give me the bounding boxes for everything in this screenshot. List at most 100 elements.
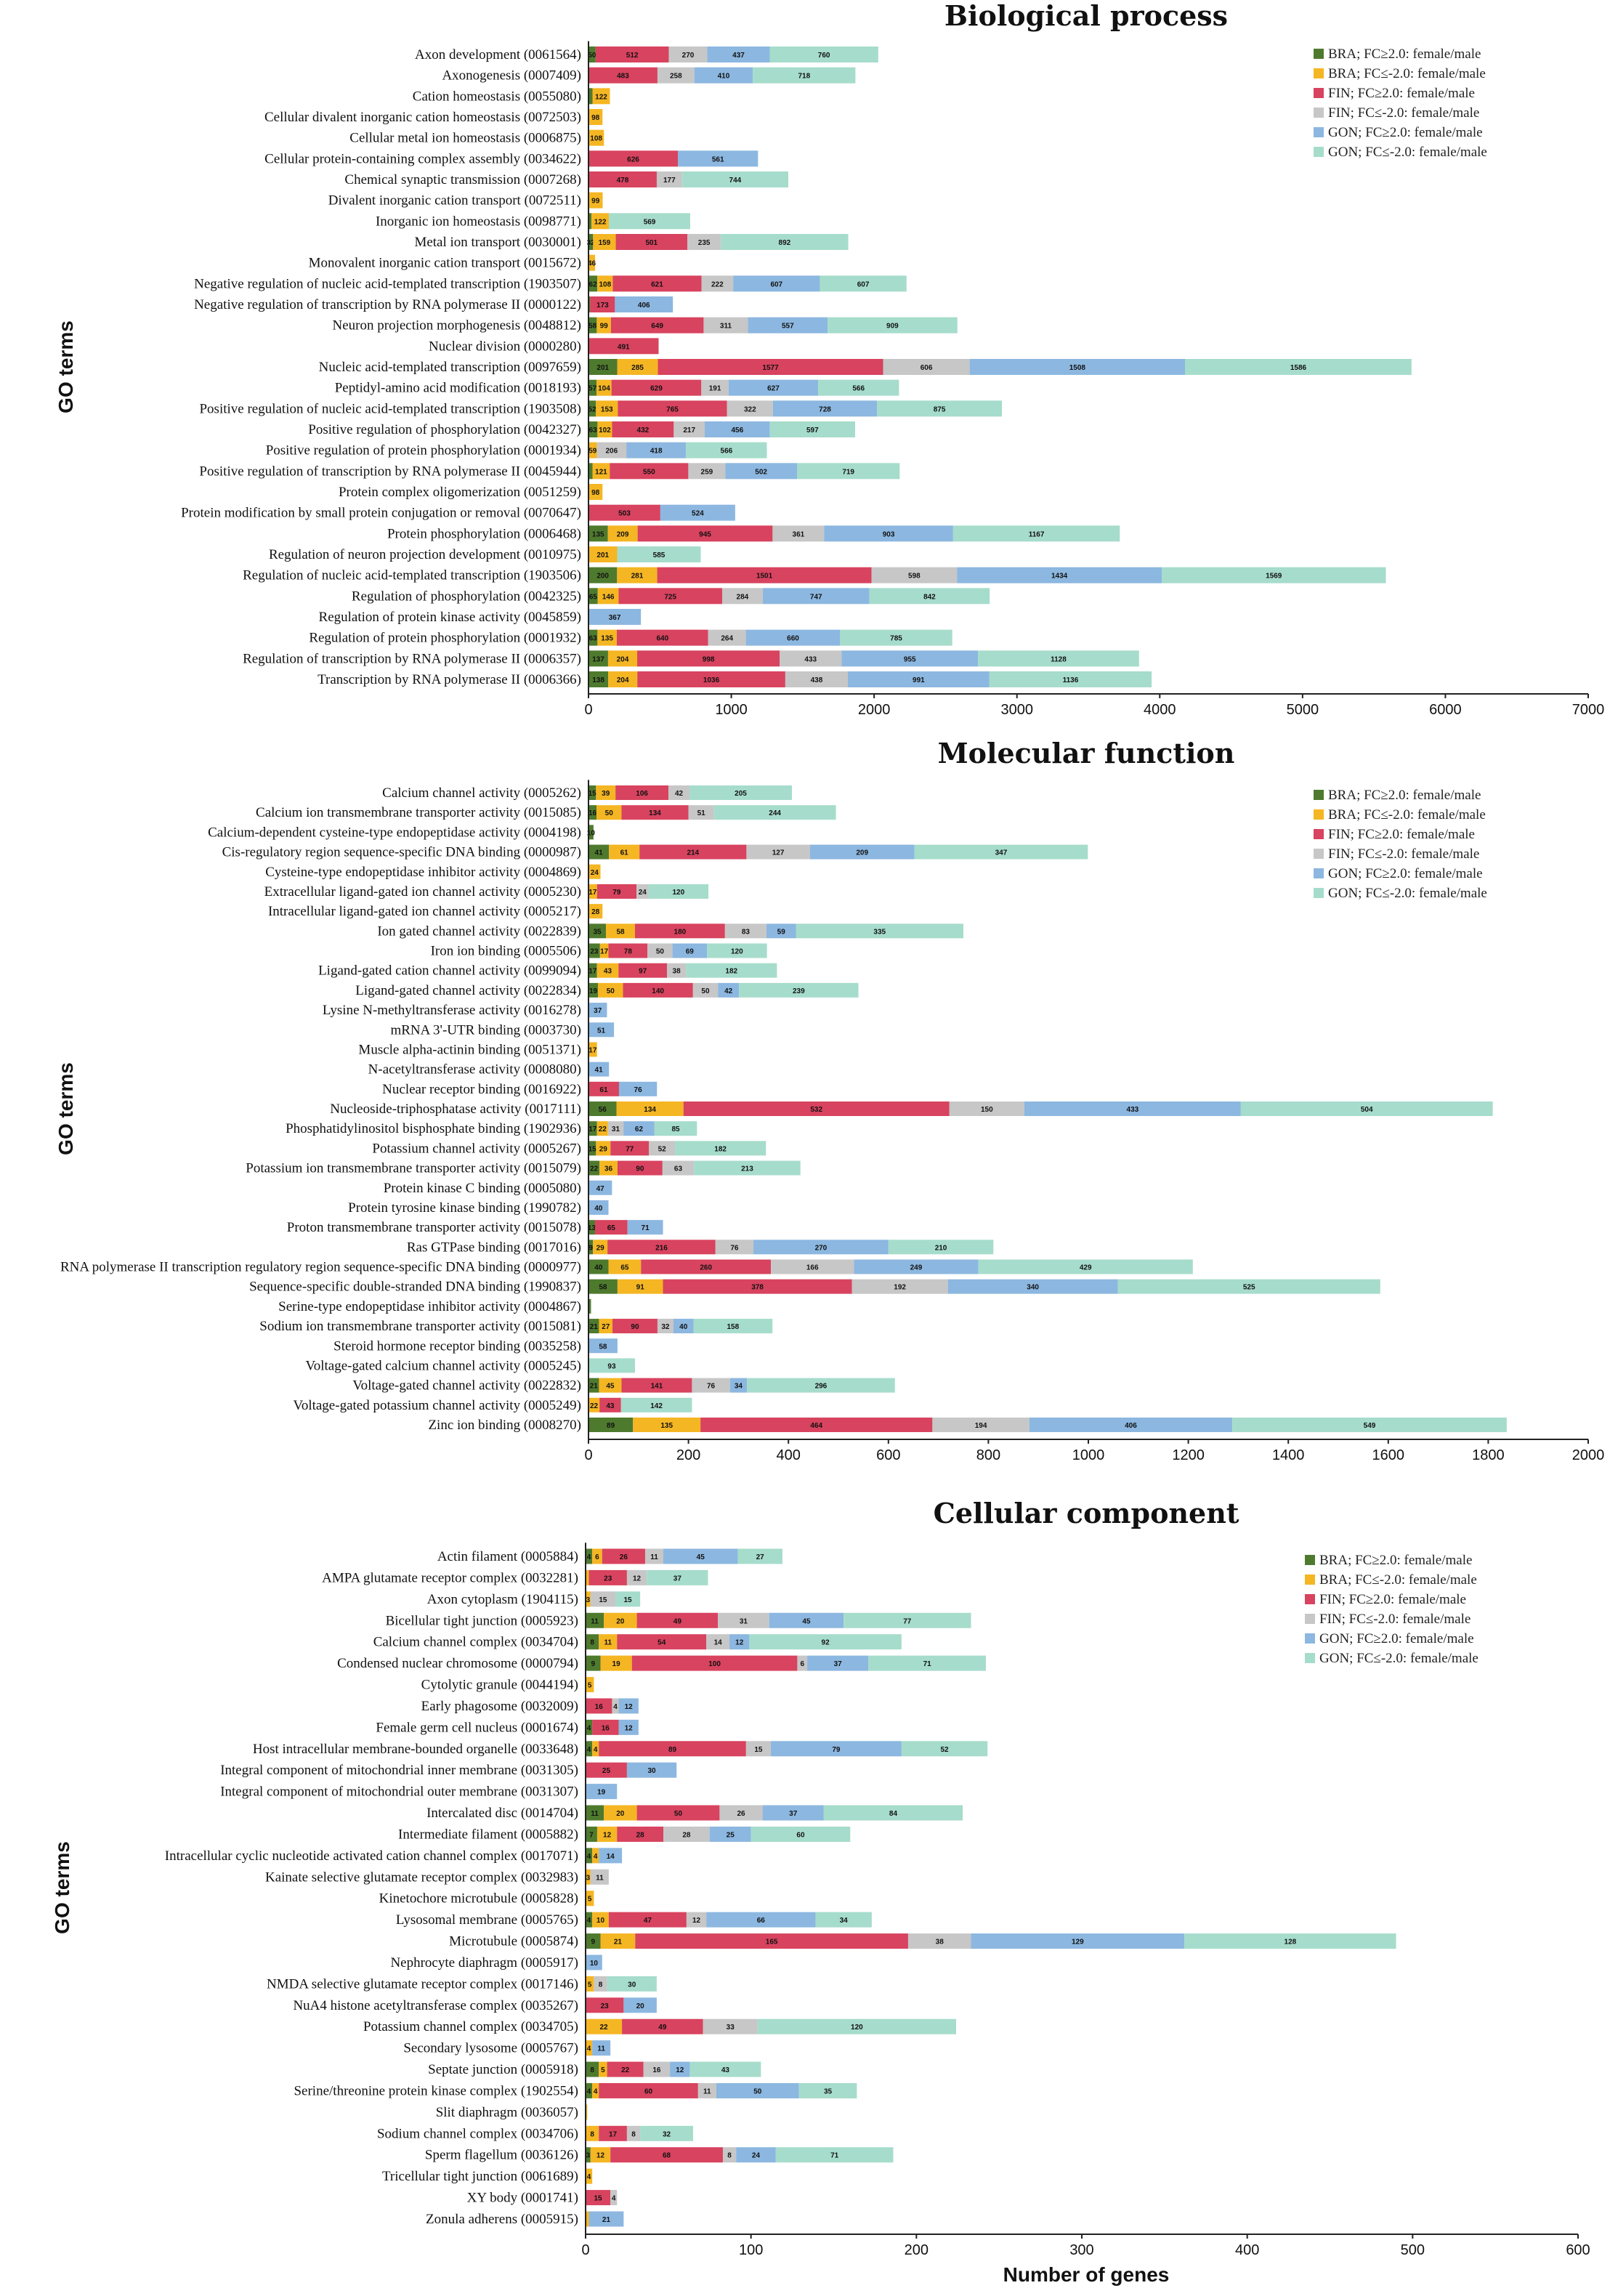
bar-segment — [588, 171, 657, 187]
bar-value-label: 204 — [617, 676, 629, 684]
category-label: Nucleic acid-templated transcription (00… — [319, 360, 581, 375]
bar-value-label: 17 — [600, 948, 609, 956]
bar-value-label: 1586 — [1290, 364, 1307, 372]
bar-value-label: 4 — [594, 1853, 598, 1861]
legend-entry: BRA; FC≥2.0: female/male — [1328, 47, 1481, 62]
bar-segment — [596, 400, 618, 417]
bar-value-label: 6 — [800, 1660, 804, 1668]
bar-segment — [620, 1397, 692, 1412]
bar-segment — [588, 1003, 607, 1018]
x-tick-label: 0 — [584, 1447, 592, 1463]
bar-value-label: 464 — [810, 1422, 822, 1430]
bar-value-label: 31 — [740, 1617, 748, 1625]
bar-segment — [588, 1101, 617, 1116]
bar-segment — [596, 1121, 608, 1136]
bar-segment — [633, 1418, 701, 1432]
bar-value-label: 566 — [852, 385, 865, 393]
bar-segment — [1024, 1101, 1241, 1116]
bar-value-label: 12 — [676, 2066, 684, 2074]
bar-segment — [851, 1279, 948, 1294]
bar-value-label: 12 — [596, 2152, 605, 2160]
bar-value-label: 40 — [679, 1323, 688, 1331]
bar-segment — [588, 629, 598, 646]
category-label: Tricellular tight junction (0061689) — [382, 2169, 578, 2184]
bar-value-label: 214 — [687, 849, 699, 857]
legend-entry: GON; FC≥2.0: female/male — [1328, 866, 1483, 881]
bar-value-label: 16 — [602, 1724, 610, 1732]
bar-segment — [753, 67, 856, 84]
bar-segment — [586, 1677, 594, 1693]
bar-segment — [785, 671, 848, 687]
bar-value-label: 142 — [650, 1402, 663, 1410]
bar-segment — [721, 234, 849, 250]
bar-value-label: 90 — [631, 1323, 639, 1331]
bar-value-label: 23 — [601, 2002, 610, 2010]
bar-segment — [588, 400, 596, 417]
bar-segment — [586, 2104, 588, 2120]
bar-value-label: 104 — [598, 385, 610, 393]
bar-segment — [626, 442, 687, 458]
bar-value-label: 177 — [663, 177, 676, 185]
bar-segment — [586, 1933, 601, 1949]
bar-value-label: 24 — [591, 869, 599, 877]
bar-segment — [588, 650, 608, 667]
bar-segment — [871, 567, 958, 583]
bar-segment — [623, 1121, 655, 1136]
bar-value-label: 281 — [631, 573, 644, 581]
legend: BRA; FC≥2.0: female/male BRA; FC≤-2.0: fe… — [1314, 47, 1487, 160]
bar-segment — [608, 1259, 642, 1274]
bar-segment — [586, 2061, 599, 2077]
category-label: Intracellular cyclic nucleotide activate… — [165, 1848, 578, 1864]
bar-segment — [607, 1121, 624, 1136]
bar-value-label: 270 — [815, 1244, 828, 1252]
bar-value-label: 23 — [590, 948, 599, 956]
bar-value-label: 12 — [633, 1575, 642, 1582]
bar-segment — [769, 1612, 844, 1628]
bar-segment — [588, 1220, 595, 1235]
bar-value-label: 456 — [731, 427, 743, 434]
bar-segment — [706, 1912, 816, 1928]
panel-title: Cellular component — [934, 1497, 1239, 1529]
category-label: Potassium ion transmembrane transporter … — [246, 1161, 581, 1176]
legend-swatch — [1305, 1653, 1315, 1663]
bar-value-label: 35 — [593, 928, 602, 936]
bar-value-label: 3 — [586, 1874, 591, 1882]
bar-value-label: 335 — [873, 928, 886, 936]
bar-segment — [612, 421, 674, 437]
legend: BRA; FC≥2.0: female/male BRA; FC≤-2.0: fe… — [1305, 1553, 1478, 1666]
bar-value-label: 150 — [981, 1106, 993, 1114]
category-label: Potassium channel complex (0034705) — [363, 2019, 578, 2034]
category-label: mRNA 3'-UTR binding (0003730) — [390, 1022, 581, 1038]
y-axis-label: GO terms — [54, 320, 77, 413]
bar-value-label: 361 — [793, 530, 805, 538]
bar-value-label: 1434 — [1051, 573, 1068, 581]
bar-value-label: 140 — [652, 987, 664, 995]
bar-value-label: 27 — [756, 1553, 765, 1561]
bar-value-label: 59 — [777, 928, 786, 936]
bar-value-label: 22 — [590, 1165, 599, 1173]
bar-value-label: 284 — [737, 593, 749, 601]
bar-value-label: 61 — [599, 1086, 608, 1094]
bar-segment — [618, 963, 668, 978]
bar-segment — [588, 546, 618, 562]
bar-segment — [640, 2125, 693, 2141]
bar-value-label: 216 — [655, 1244, 668, 1252]
bar-segment — [588, 982, 599, 998]
x-tick-label: 600 — [876, 1447, 900, 1463]
bar-segment — [796, 463, 900, 480]
bar-value-label: 52 — [588, 405, 597, 413]
x-tick-label: 100 — [739, 2242, 763, 2258]
legend-swatch — [1314, 88, 1324, 98]
bar-segment — [688, 463, 726, 480]
bar-segment — [615, 296, 673, 312]
bar-value-label: 8 — [590, 1639, 594, 1647]
bar-value-label: 43 — [721, 2066, 730, 2074]
x-tick-label: 3000 — [1000, 702, 1033, 718]
bar-segment — [612, 275, 702, 292]
bar-segment — [883, 359, 970, 375]
bar-value-label: 166 — [806, 1264, 819, 1272]
bar-value-label: 135 — [601, 635, 613, 643]
bar-segment — [686, 1912, 707, 1928]
bar-segment — [663, 1826, 710, 1842]
bar-segment — [607, 650, 638, 667]
